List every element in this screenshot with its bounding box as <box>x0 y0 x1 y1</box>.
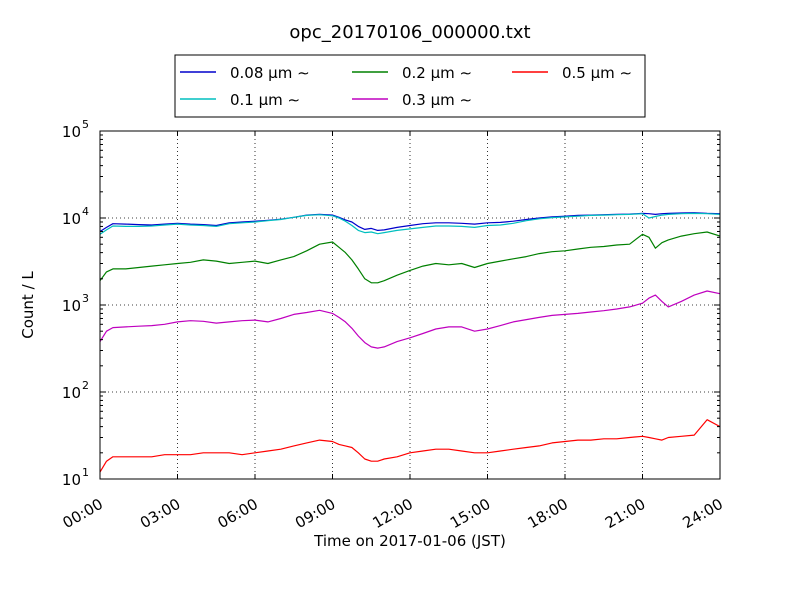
x-axis-label: Time on 2017-01-06 (JST) <box>313 532 506 550</box>
series-group <box>99 212 721 473</box>
y-tick-label-base: 10 <box>62 297 81 315</box>
y-tick-label-exponent: 3 <box>82 292 89 305</box>
chart-title: opc_20170106_000000.txt <box>289 22 530 43</box>
series-line <box>99 419 721 473</box>
series-line <box>99 212 721 235</box>
series-line <box>99 231 721 284</box>
legend-label: 0.3 μm ∼ <box>402 91 472 109</box>
y-tick-label-exponent: 4 <box>82 205 89 218</box>
y-tick-label-exponent: 2 <box>82 379 89 392</box>
grid <box>100 131 720 479</box>
y-tick-label-base: 10 <box>62 471 81 489</box>
y-tick-label-base: 10 <box>62 384 81 402</box>
legend: 0.08 μm ∼ 0.1 μm ∼ 0.2 μm ∼ 0.3 μm ∼ 0.5 μm … <box>174 54 646 118</box>
y-tick-label-exponent: 5 <box>82 118 89 131</box>
ticks <box>99 130 721 480</box>
y-tick-label-exponent: 1 <box>82 466 89 479</box>
y-tick-label-base: 10 <box>62 210 81 228</box>
legend-label: 0.08 μm ∼ <box>230 64 310 82</box>
series-line <box>99 290 721 349</box>
legend-box <box>174 54 646 118</box>
y-axis-label: Count / L <box>19 271 37 339</box>
legend-label: 0.1 μm ∼ <box>230 91 300 109</box>
legend-label: 0.2 μm ∼ <box>402 64 472 82</box>
y-tick-label-base: 10 <box>62 123 81 141</box>
legend-label: 0.5 μm ∼ <box>562 64 632 82</box>
